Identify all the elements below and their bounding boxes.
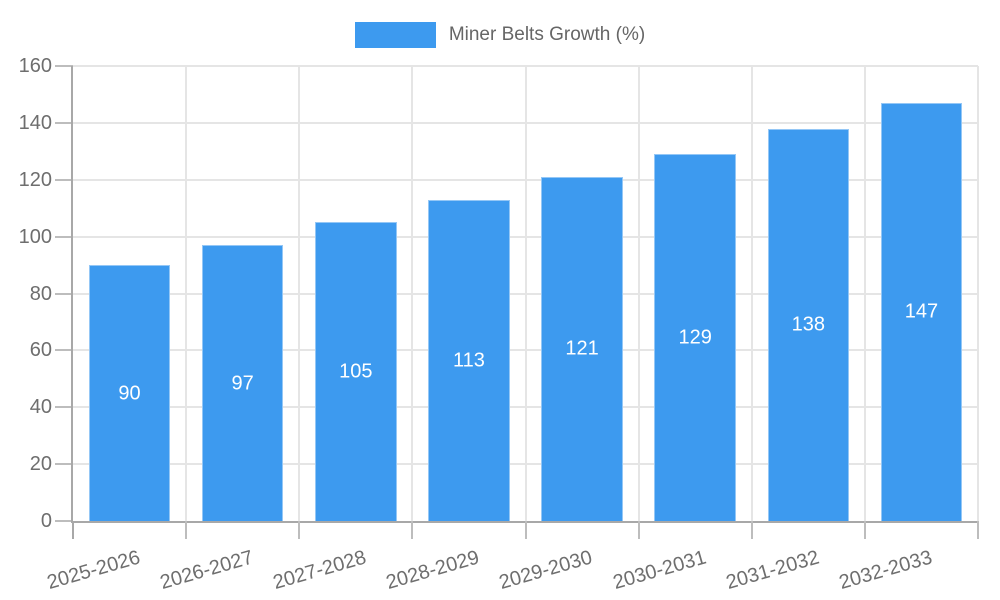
v-gridline [863,66,866,521]
y-tick [55,406,73,409]
bar-value-label: 113 [452,349,485,372]
bar-value-label: 90 [118,382,141,405]
y-tick [55,520,73,522]
x-tick-label: 2032-2033 [836,546,935,594]
v-gridline [750,66,753,521]
x-tick [750,521,753,539]
y-tick [55,235,73,238]
x-tick-label: 2030-2031 [610,546,709,594]
v-gridline [298,66,301,521]
bar-value-label: 105 [339,360,373,383]
bar[interactable]: 147 [880,102,963,521]
x-tick-label: 2026-2027 [157,546,256,594]
y-tick [55,121,73,124]
bar-value-label: 97 [231,372,254,395]
bar-value-label: 121 [565,337,599,360]
y-tick-label: 140 [18,111,52,134]
y-tick-label: 100 [18,225,52,248]
y-tick [55,463,73,466]
y-axis-line [71,66,73,523]
v-gridline [411,66,414,521]
x-tick-label: 2028-2029 [383,546,482,594]
y-tick [55,65,73,67]
bar[interactable]: 121 [541,176,623,521]
x-tick [72,521,74,539]
y-tick-label: 80 [29,282,52,305]
y-tick-label: 40 [29,396,52,419]
x-tick [977,521,979,539]
bar[interactable]: 105 [315,222,397,521]
x-tick [524,521,527,539]
x-tick [411,521,414,539]
y-tick-label: 120 [18,168,52,191]
y-tick [55,292,73,295]
x-tick [298,521,301,539]
y-tick [55,178,73,181]
bar[interactable]: 90 [88,265,171,521]
bar[interactable]: 113 [428,199,510,521]
x-tick-label: 2025-2026 [44,546,143,594]
y-tick-label: 60 [29,339,52,362]
legend-item[interactable]: Miner Belts Growth (%) [354,22,646,48]
v-gridline [977,66,979,521]
x-tick [863,521,866,539]
legend-label: Miner Belts Growth (%) [448,24,646,45]
v-gridline [637,66,640,521]
y-tick-label: 20 [29,453,52,476]
v-gridline [185,66,188,521]
x-tick [185,521,188,539]
bar[interactable]: 97 [201,245,284,521]
bar-value-label: 129 [678,326,712,349]
y-tick [55,349,73,352]
chart-legend: Miner Belts Growth (%) [0,22,1000,48]
x-tick [637,521,640,539]
bar[interactable]: 129 [654,154,736,521]
x-tick-label: 2031-2032 [723,546,822,594]
bar-value-label: 147 [904,300,939,323]
bar-value-label: 138 [791,313,825,336]
y-tick-label: 160 [18,55,52,77]
bar[interactable]: 138 [767,128,850,521]
legend-swatch [354,22,436,48]
x-tick-label: 2027-2028 [270,546,369,594]
plot-area: 0 20 40 60 80 100 120 140 160 90 97 105 113 121 129 138… [19,55,979,594]
y-tick-label: 0 [40,510,52,532]
x-tick-label: 2029-2030 [497,546,596,594]
v-gridline [524,66,527,521]
